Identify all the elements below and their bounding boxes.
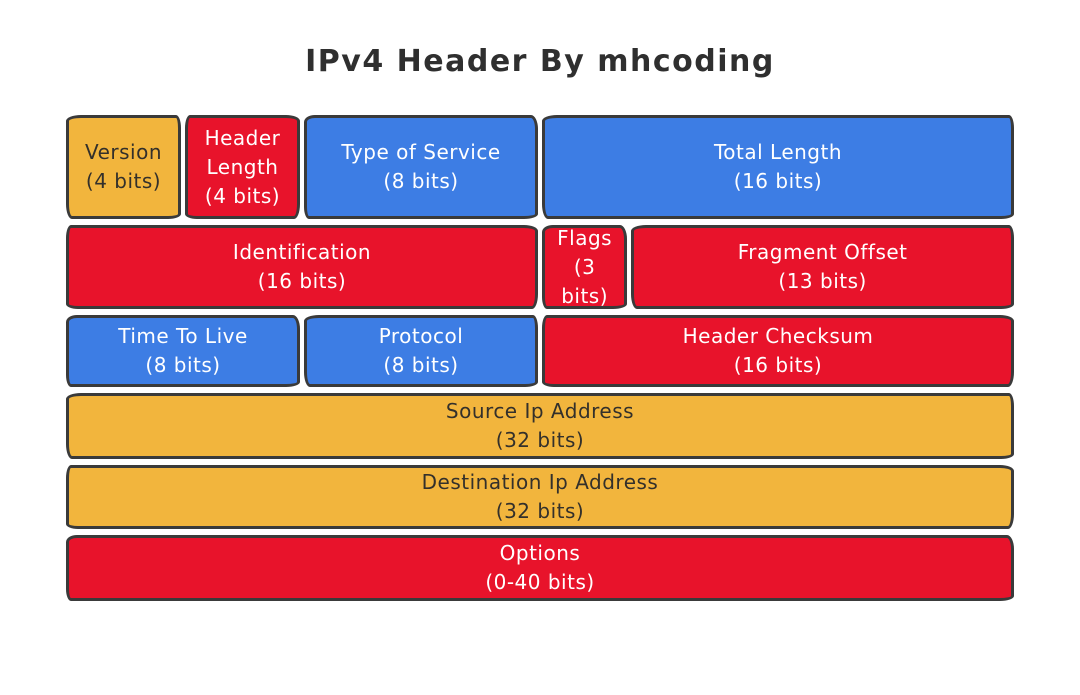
ipv4-header-diagram: Version (4 bits) Header Length (4 bits) … — [66, 115, 1014, 601]
page-title: IPv4 Header By mhcoding — [305, 44, 775, 79]
field-bits: (16 bits) — [733, 169, 823, 193]
field-header-checksum: Header Checksum (16 bits) — [542, 315, 1014, 387]
field-flags: Flags (3 bits) — [542, 225, 628, 309]
field-bits: (13 bits) — [778, 269, 867, 293]
field-bits: (8 bits) — [383, 353, 459, 377]
field-bits: (8 bits) — [145, 353, 221, 377]
field-source-ip-address: Source Ip Address (32 bits) — [66, 393, 1014, 459]
field-label: Type of Service — [341, 140, 501, 164]
field-header-length: Header Length (4 bits) — [185, 115, 300, 219]
field-bits: (3 bits) — [561, 254, 609, 308]
field-options: Options (0-40 bits) — [66, 535, 1014, 601]
field-label: Source Ip Address — [445, 399, 635, 423]
field-identification: Identification (16 bits) — [66, 225, 538, 309]
field-label: Flags — [557, 225, 613, 250]
field-bits: (0-40 bits) — [485, 570, 595, 594]
field-label: Options — [499, 541, 581, 565]
field-bits: (32 bits) — [495, 499, 585, 523]
field-label: Identification — [232, 240, 372, 264]
field-protocol: Protocol (8 bits) — [304, 315, 538, 387]
field-bits: (4 bits) — [204, 183, 281, 208]
field-destination-ip-address: Destination Ip Address (32 bits) — [66, 465, 1014, 529]
field-bits: (4 bits) — [85, 169, 162, 193]
field-label: Total Length — [713, 140, 843, 164]
field-fragment-offset: Fragment Offset (13 bits) — [631, 225, 1014, 309]
field-label: Header Checksum — [682, 324, 874, 348]
field-bits: (16 bits) — [257, 269, 347, 293]
field-label: Header Length — [204, 125, 281, 179]
field-version: Version (4 bits) — [66, 115, 181, 219]
field-bits: (32 bits) — [495, 428, 585, 452]
field-label: Protocol — [378, 324, 464, 348]
field-total-length: Total Length (16 bits) — [542, 115, 1014, 219]
field-bits: (8 bits) — [383, 169, 459, 193]
field-label: Time To Live — [118, 324, 248, 348]
field-bits: (16 bits) — [733, 353, 823, 377]
field-time-to-live: Time To Live (8 bits) — [66, 315, 300, 387]
field-label: Version — [84, 140, 163, 164]
field-label: Fragment Offset — [737, 240, 908, 264]
field-type-of-service: Type of Service (8 bits) — [304, 115, 538, 219]
field-label: Destination Ip Address — [421, 470, 659, 494]
